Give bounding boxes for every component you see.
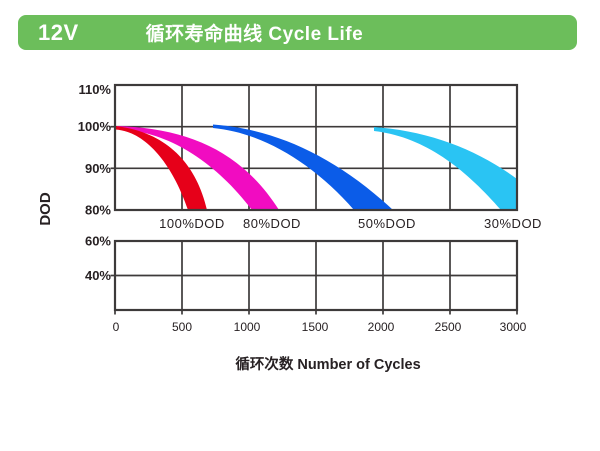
- curve-band-30dod: [374, 127, 517, 210]
- ytick-label-60: 60%: [85, 234, 111, 249]
- model-label: 12V: [38, 19, 79, 45]
- ytick-label-90: 90%: [85, 161, 111, 176]
- xtick-label-1500: 1500: [302, 320, 329, 334]
- curve-band-50dod: [213, 124, 393, 210]
- x-axis-title: 循环次数 Number of Cycles: [235, 355, 420, 373]
- curve-label-30dod: 30%DOD: [484, 216, 542, 231]
- xtick-label-500: 500: [172, 320, 192, 334]
- x-axis-labels: 0 500 1000 1500 2000 2500 3000: [113, 320, 527, 334]
- curve-band-80dod: [117, 126, 279, 210]
- ytick-label-100: 100%: [78, 119, 112, 134]
- ytick-label-110: 110%: [78, 82, 111, 97]
- ytick-label-80: 80%: [85, 203, 111, 218]
- page-title: 循环寿命曲线 Cycle Life: [145, 24, 364, 45]
- y-axis-title: DOD: [37, 192, 54, 226]
- curve-label-100dod: 100%DOD: [159, 216, 225, 231]
- curve-labels: 100%DOD 80%DOD 50%DOD 30%DOD: [159, 216, 542, 231]
- header-bar: 12V 循环寿命曲线 Cycle Life: [18, 15, 577, 50]
- y-axis-labels: 110% 100% 90% 80% 60% 40%: [78, 82, 112, 283]
- curve-label-50dod: 50%DOD: [358, 216, 416, 231]
- axis-ticks: [110, 125, 518, 315]
- xtick-label-0: 0: [113, 320, 120, 334]
- xtick-label-2000: 2000: [368, 320, 395, 334]
- upper-panel-border: [113, 83, 519, 212]
- ytick-label-40: 40%: [85, 268, 111, 283]
- curve-bands: [115, 124, 517, 210]
- curve-band-100dod: [115, 126, 207, 210]
- curve-label-80dod: 80%DOD: [243, 216, 301, 231]
- xtick-label-2500: 2500: [435, 320, 462, 334]
- grid-lines: [115, 85, 517, 310]
- xtick-label-1000: 1000: [234, 320, 261, 334]
- xtick-label-3000: 3000: [500, 320, 527, 334]
